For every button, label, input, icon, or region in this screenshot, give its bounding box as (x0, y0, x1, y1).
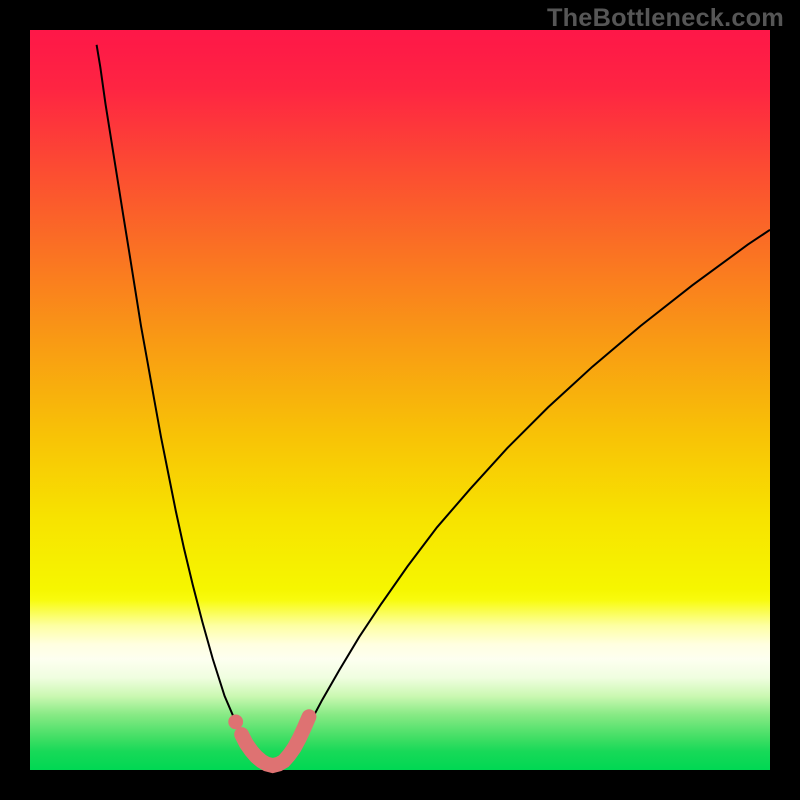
highlight-dot (228, 715, 243, 730)
gradient-plot-area (30, 30, 770, 770)
bottleneck-chart (0, 0, 800, 800)
watermark-text: TheBottleneck.com (547, 4, 784, 33)
